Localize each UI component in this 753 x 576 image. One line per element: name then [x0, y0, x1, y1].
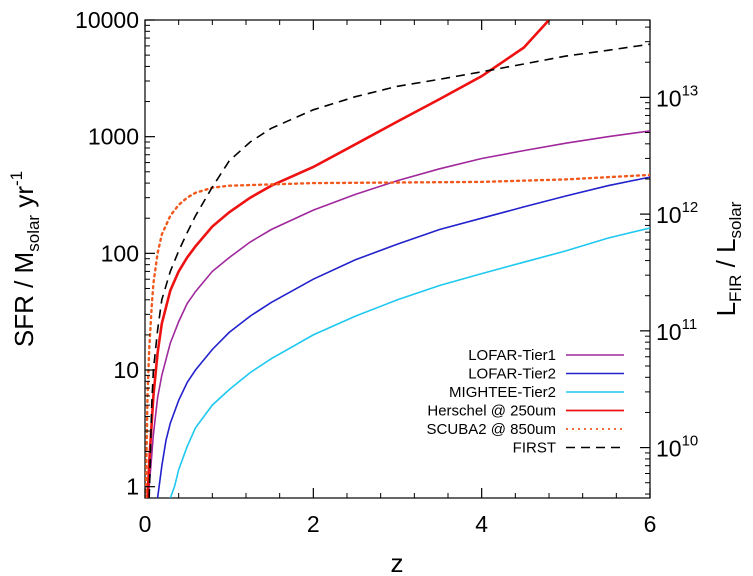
y2-axis: 1010 1011 1012 1013	[640, 26, 698, 495]
y2-tick-label: 1011	[656, 316, 697, 345]
legend-label: FIRST	[513, 440, 556, 457]
y-tick-label: 10000	[75, 7, 139, 33]
series-layer	[145, 20, 650, 498]
y-tick-label: 10	[113, 357, 139, 383]
y-tick-label: 1000	[88, 124, 139, 150]
x-tick-label: 2	[307, 511, 320, 537]
legend-label: LOFAR-Tier1	[468, 347, 556, 364]
y-axis-label: SFR / Msolar yr-1	[7, 171, 43, 347]
legend-label: SCUBA2 @ 850um	[427, 421, 556, 438]
y-axis: 1 10 100 1000 10000	[75, 7, 155, 500]
x-tick-label: 4	[475, 511, 488, 537]
plot-frame	[144, 19, 651, 499]
series-line-1	[156, 176, 650, 498]
x-axis-label: z	[391, 548, 404, 576]
series-line-0	[145, 130, 650, 498]
y-tick-label: 1	[126, 474, 139, 500]
series-line-5	[148, 43, 650, 498]
legend-label: Herschel @ 250um	[427, 403, 556, 420]
y2-tick-label: 1013	[656, 82, 698, 111]
x-tick-label: 0	[139, 511, 152, 537]
x-tick-label: 6	[644, 511, 657, 537]
y2-tick-label: 1010	[656, 433, 698, 462]
y-tick-label: 100	[101, 240, 139, 266]
legend-label: LOFAR-Tier2	[468, 366, 556, 383]
y2-tick-label: 1012	[656, 199, 698, 228]
series-line-3	[146, 20, 550, 498]
x-axis: 0 2 4 6	[139, 20, 657, 537]
y2-axis-label: LFIR / Lsolar	[711, 201, 745, 316]
legend-label: MIGHTEE-Tier2	[449, 384, 556, 401]
series-line-2	[169, 227, 650, 498]
series-line-4	[145, 173, 650, 498]
